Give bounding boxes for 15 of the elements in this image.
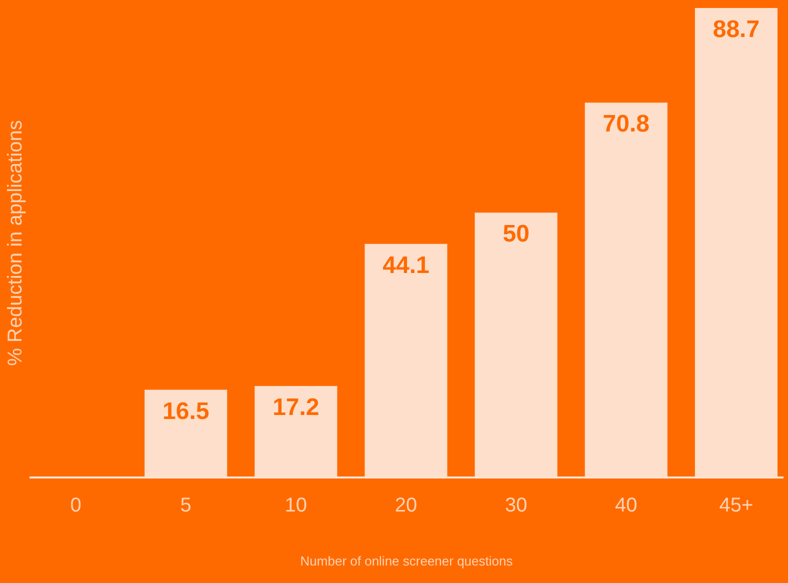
x-tick-label: 5	[180, 494, 192, 516]
x-tick-label: 30	[504, 494, 528, 516]
x-axis-title: Number of online screener questions	[300, 554, 514, 568]
data-label: 16.5	[162, 398, 210, 425]
data-label: 50	[502, 220, 530, 248]
data-label: 17.2	[272, 394, 320, 422]
x-tick-label: 45+	[719, 494, 754, 516]
x-tick-label: 0	[70, 494, 82, 516]
data-label: 70.8	[602, 110, 650, 138]
x-tick-label: 40	[615, 494, 638, 516]
data-label: 88.7	[712, 16, 760, 43]
x-tick-label: 20	[394, 494, 418, 516]
x-tick-label: 10	[284, 494, 308, 516]
data-label: 44.1	[382, 252, 430, 279]
y-axis-title: % Reduction in applications	[4, 120, 26, 366]
